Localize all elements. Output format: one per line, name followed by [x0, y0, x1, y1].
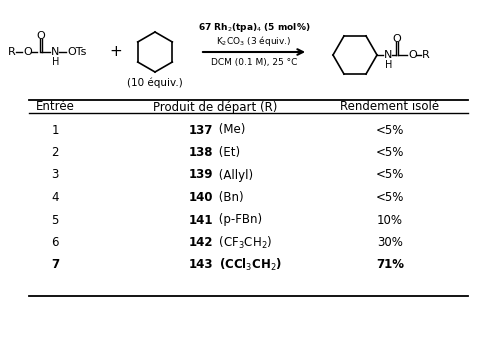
Text: H: H — [52, 57, 59, 67]
Text: 5: 5 — [51, 213, 59, 226]
Text: R: R — [8, 47, 16, 57]
Text: (Allyl): (Allyl) — [215, 169, 253, 182]
Text: 4: 4 — [51, 191, 59, 204]
Text: N: N — [384, 50, 393, 60]
Text: (Bn): (Bn) — [215, 191, 244, 204]
Text: Entrée: Entrée — [36, 101, 75, 114]
Text: Rendement isolé: Rendement isolé — [340, 101, 440, 114]
Text: 141: 141 — [188, 213, 213, 226]
Text: O: O — [393, 34, 401, 44]
Text: <5%: <5% — [376, 191, 404, 204]
Text: R: R — [422, 50, 430, 60]
Text: 6: 6 — [51, 236, 59, 249]
Text: N: N — [51, 47, 59, 57]
Text: DCM (0.1 M), 25 °C: DCM (0.1 M), 25 °C — [211, 58, 297, 67]
Text: 67 Rh$_2$(tpa)$_4$ (5 mol%): 67 Rh$_2$(tpa)$_4$ (5 mol%) — [198, 22, 310, 35]
Text: 10%: 10% — [377, 213, 403, 226]
Text: (CF$_3$CH$_2$): (CF$_3$CH$_2$) — [215, 235, 272, 251]
Text: <5%: <5% — [376, 169, 404, 182]
Text: 3: 3 — [51, 169, 59, 182]
Text: Produit de départ (R): Produit de départ (R) — [153, 101, 277, 114]
Text: 137: 137 — [188, 123, 213, 136]
Text: (CCl$_3$CH$_2$): (CCl$_3$CH$_2$) — [215, 257, 282, 273]
Text: <5%: <5% — [376, 123, 404, 136]
Text: 7: 7 — [51, 259, 59, 272]
Text: (Et): (Et) — [215, 146, 240, 159]
Text: O: O — [408, 50, 417, 60]
Text: O: O — [37, 31, 45, 41]
Text: 138: 138 — [188, 146, 213, 159]
Text: 1: 1 — [51, 123, 59, 136]
Text: 2: 2 — [51, 146, 59, 159]
Text: (10 équiv.): (10 équiv.) — [127, 78, 183, 88]
Text: 71%: 71% — [376, 259, 404, 272]
Text: H: H — [385, 60, 393, 70]
Text: 140: 140 — [188, 191, 213, 204]
Text: 30%: 30% — [377, 236, 403, 249]
Text: <5%: <5% — [376, 146, 404, 159]
Text: (p-FBn): (p-FBn) — [215, 213, 262, 226]
Text: O: O — [23, 47, 32, 57]
Text: (Me): (Me) — [215, 123, 245, 136]
Text: 139: 139 — [188, 169, 213, 182]
Text: 142: 142 — [188, 236, 213, 249]
Text: K$_2$CO$_3$ (3 équiv.): K$_2$CO$_3$ (3 équiv.) — [216, 34, 292, 48]
Text: +: + — [110, 44, 122, 60]
Text: OTs: OTs — [67, 47, 86, 57]
Text: 143: 143 — [188, 259, 213, 272]
